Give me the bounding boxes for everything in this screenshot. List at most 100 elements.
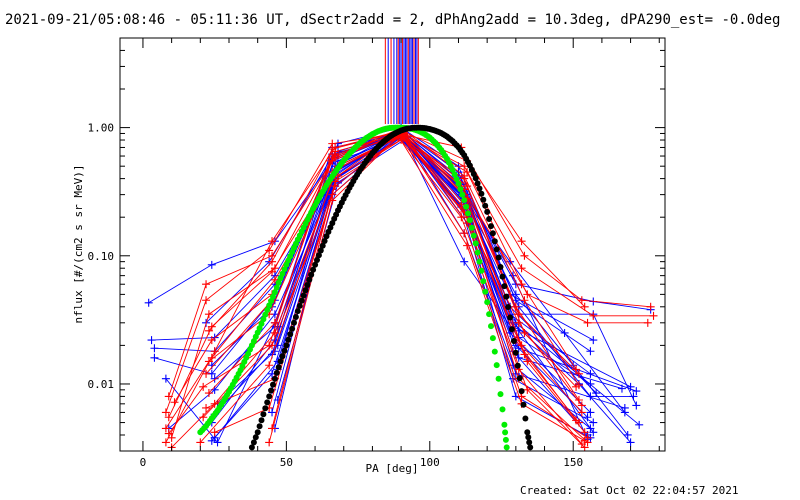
data-point <box>161 408 170 417</box>
series-line <box>168 134 654 397</box>
fit-dot <box>455 180 462 187</box>
data-point <box>586 408 595 417</box>
fit-dot <box>294 308 301 315</box>
fit-dot <box>491 348 498 355</box>
series-line <box>171 134 586 448</box>
fit-dot <box>495 375 502 382</box>
data-point <box>213 438 222 447</box>
fit-dot <box>461 197 468 204</box>
fit-dot <box>478 267 485 274</box>
x-axis-label: PA [deg] <box>366 462 419 475</box>
data-point <box>580 302 589 311</box>
y-axis-label: nflux [#/(cm2 s sr MeV)] <box>72 165 85 324</box>
data-point <box>328 153 337 162</box>
data-point <box>586 347 595 356</box>
fit-dot <box>489 230 496 237</box>
data-point <box>164 413 173 422</box>
chart-title: 2021-09-21/05:08:46 - 05:11:36 UT, dSect… <box>5 12 780 28</box>
data-point <box>632 387 641 396</box>
data-point <box>460 162 469 171</box>
data-point <box>265 438 274 447</box>
fit-dot <box>260 411 267 418</box>
fit-dot <box>298 297 305 304</box>
data-point <box>635 420 644 429</box>
data-point <box>577 296 586 305</box>
fit-dot <box>296 302 303 309</box>
data-point <box>270 318 279 327</box>
fit-dot <box>480 196 487 203</box>
data-point <box>199 413 208 422</box>
fit-dot <box>501 421 508 428</box>
data-point <box>460 257 469 266</box>
data-point <box>161 424 170 433</box>
data-point <box>620 403 629 412</box>
fit-dot <box>512 349 519 356</box>
fit-dot <box>317 247 324 254</box>
fit-dot <box>499 273 506 280</box>
data-point <box>457 213 466 222</box>
vertical-marker-lines <box>384 38 419 124</box>
fit-dot <box>291 319 297 326</box>
fit-dot <box>525 434 532 441</box>
fit-dot <box>507 314 514 321</box>
data-point <box>150 353 159 362</box>
data-point <box>572 365 581 374</box>
plot-frame <box>119 37 666 452</box>
fit-dot <box>491 238 498 245</box>
data-point <box>589 418 598 427</box>
data-point <box>643 318 652 327</box>
fit-dot <box>310 266 317 273</box>
data-series <box>161 129 655 447</box>
data-point <box>523 385 532 394</box>
fit-dot <box>526 439 533 446</box>
y-tick-label: 0.01 <box>88 378 115 391</box>
fit-dot <box>505 304 512 310</box>
data-point <box>204 389 213 398</box>
data-point <box>204 326 213 335</box>
fit-dot <box>514 362 521 369</box>
fit-dot <box>250 439 257 446</box>
data-series <box>170 127 586 417</box>
data-series <box>207 136 592 445</box>
data-point <box>632 401 641 410</box>
data-point <box>268 341 277 350</box>
fit-dot <box>497 391 504 398</box>
data-point <box>167 433 176 442</box>
data-point <box>580 436 589 445</box>
data-point <box>196 438 205 447</box>
fit-dot <box>270 381 276 388</box>
data-point <box>207 336 216 345</box>
data-point <box>649 311 658 320</box>
data-point <box>202 296 211 305</box>
fit-dot <box>266 393 273 400</box>
data-series <box>147 132 632 439</box>
fit-dot <box>273 284 280 291</box>
data-point <box>517 264 526 273</box>
fit-dot <box>258 320 265 327</box>
data-point <box>207 436 216 445</box>
fit-dot <box>275 364 282 371</box>
data-point <box>328 196 337 205</box>
data-point <box>560 328 569 337</box>
fit-dot <box>484 208 491 215</box>
data-point <box>574 395 583 404</box>
series-line <box>148 132 626 413</box>
axis-ticks: 0 50 100 150 0.01 0.10 1.00 <box>88 38 665 469</box>
series-line <box>168 130 588 443</box>
data-point <box>583 318 592 327</box>
data-series <box>210 126 595 433</box>
fit-dot <box>319 242 326 249</box>
fit-dot <box>289 325 296 332</box>
data-point <box>150 344 159 353</box>
fit-dot <box>283 342 290 349</box>
fit-dot <box>262 405 269 412</box>
data-point <box>623 430 632 439</box>
data-point <box>586 424 595 433</box>
data-point <box>265 246 274 255</box>
fit-dot <box>465 210 471 217</box>
fit-dot <box>258 417 265 424</box>
fit-dot <box>482 288 489 295</box>
fit-dot <box>502 429 509 436</box>
data-point <box>460 171 469 180</box>
data-point <box>207 260 216 269</box>
